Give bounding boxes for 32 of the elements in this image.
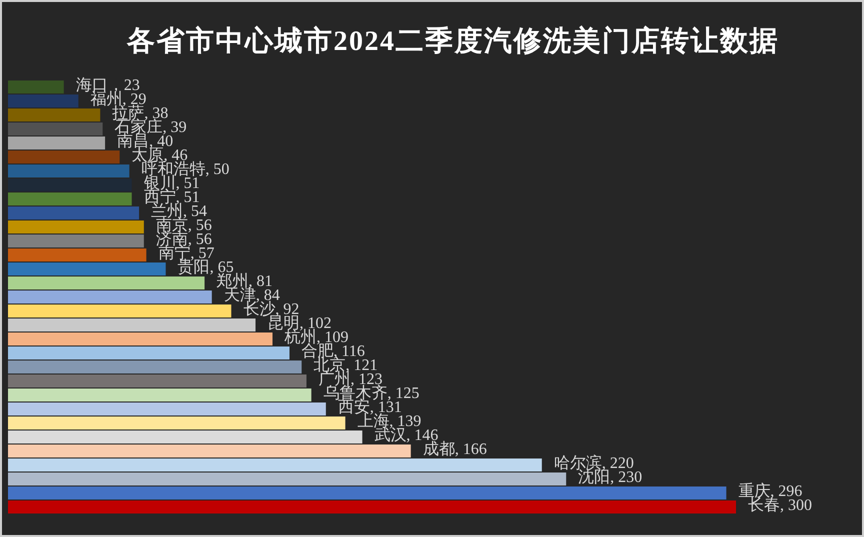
bar — [8, 374, 306, 388]
bar — [8, 220, 144, 234]
bar — [8, 136, 106, 150]
bar — [8, 486, 726, 500]
bar — [8, 248, 146, 262]
bar — [8, 80, 64, 94]
bar — [8, 150, 120, 164]
bar — [8, 206, 140, 220]
bar — [8, 472, 566, 486]
bar — [8, 94, 78, 108]
chart-title: 各省市中心城市2024二季度汽修洗美门店转让数据 — [126, 24, 780, 59]
bar — [8, 388, 312, 402]
bar — [8, 332, 273, 346]
bar — [8, 178, 132, 192]
bar — [8, 304, 232, 318]
bar — [8, 164, 130, 178]
bar — [8, 122, 103, 136]
bar — [8, 108, 100, 122]
bar — [8, 444, 411, 458]
bar — [8, 500, 736, 514]
bar — [8, 402, 326, 416]
bar — [8, 346, 290, 360]
bar — [8, 430, 362, 444]
bar — [8, 318, 256, 332]
bar — [8, 416, 346, 430]
bar — [8, 276, 205, 290]
bar — [8, 234, 144, 248]
bar — [8, 290, 212, 304]
bar — [8, 360, 302, 374]
bar — [8, 458, 542, 472]
bar — [8, 262, 166, 276]
bar — [8, 192, 132, 206]
